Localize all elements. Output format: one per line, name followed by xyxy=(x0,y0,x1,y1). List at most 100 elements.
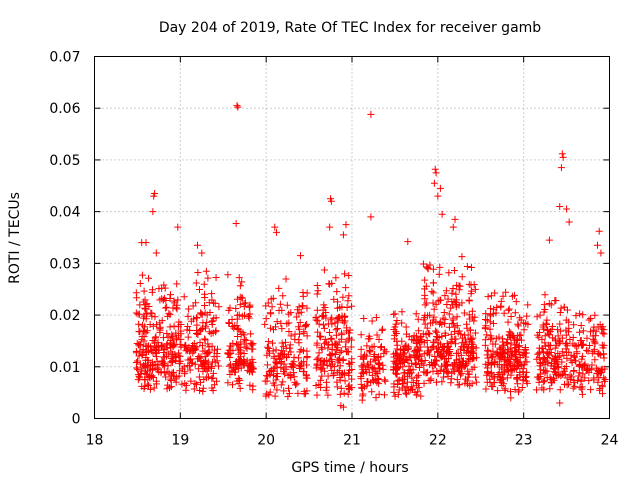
data-point xyxy=(278,306,286,314)
data-point xyxy=(317,343,325,351)
data-point xyxy=(542,357,550,365)
data-point xyxy=(328,335,336,343)
data-point xyxy=(482,385,490,393)
data-point xyxy=(412,361,420,369)
data-point xyxy=(363,342,371,350)
data-point xyxy=(444,361,452,369)
data-point xyxy=(522,377,530,385)
data-point xyxy=(357,331,365,339)
data-point xyxy=(463,360,471,368)
data-point xyxy=(184,312,192,320)
data-point xyxy=(206,348,214,356)
data-point xyxy=(148,286,156,294)
data-point xyxy=(521,374,529,382)
data-point xyxy=(590,347,598,355)
data-point xyxy=(428,362,436,370)
data-point xyxy=(421,320,429,328)
data-point xyxy=(215,303,223,311)
data-point xyxy=(556,386,564,394)
data-point xyxy=(163,340,171,348)
data-point xyxy=(379,325,387,333)
data-point xyxy=(178,365,186,373)
x-axis-label: GPS time / hours xyxy=(291,460,408,476)
data-point xyxy=(504,318,512,326)
data-point xyxy=(593,241,601,249)
data-point xyxy=(412,310,420,318)
data-point xyxy=(368,388,376,396)
data-point xyxy=(321,340,329,348)
data-point xyxy=(507,339,515,347)
data-point xyxy=(225,319,233,327)
data-point xyxy=(327,352,335,360)
data-point xyxy=(320,266,328,274)
data-point xyxy=(214,345,222,353)
data-point xyxy=(345,329,353,337)
data-point xyxy=(436,184,444,192)
data-point xyxy=(556,399,564,407)
data-point xyxy=(175,372,183,380)
data-point xyxy=(161,284,169,292)
data-point xyxy=(158,341,166,349)
data-point xyxy=(182,381,190,389)
data-point xyxy=(208,374,216,382)
data-point xyxy=(442,367,450,375)
data-point xyxy=(240,350,248,358)
data-point xyxy=(317,376,325,384)
data-point xyxy=(301,323,309,331)
data-point xyxy=(429,289,437,297)
data-point xyxy=(329,372,337,380)
data-point xyxy=(348,366,356,374)
data-point xyxy=(390,353,398,361)
data-point xyxy=(200,376,208,384)
data-point xyxy=(163,303,171,311)
data-point xyxy=(369,365,377,373)
data-point xyxy=(170,340,178,348)
data-point xyxy=(552,297,560,305)
data-point xyxy=(443,301,451,309)
data-point xyxy=(229,381,237,389)
data-point xyxy=(472,344,480,352)
data-point xyxy=(577,321,585,329)
y-tick-label: 0.01 xyxy=(49,360,80,376)
data-point xyxy=(373,378,381,386)
data-point xyxy=(358,369,366,377)
data-point xyxy=(506,361,514,369)
data-point xyxy=(512,298,520,306)
data-point xyxy=(241,335,249,343)
data-point xyxy=(460,309,468,317)
data-point xyxy=(400,369,408,377)
data-point xyxy=(426,311,434,319)
data-point xyxy=(461,331,469,339)
data-point xyxy=(136,374,144,382)
data-point xyxy=(319,321,327,329)
data-point xyxy=(448,289,456,297)
data-point xyxy=(538,384,546,392)
data-point xyxy=(546,342,554,350)
data-point xyxy=(543,374,551,382)
data-point xyxy=(413,346,421,354)
data-point xyxy=(315,320,323,328)
data-point xyxy=(226,342,234,350)
y-tick-label: 0.05 xyxy=(49,153,80,169)
data-point xyxy=(515,342,523,350)
data-point xyxy=(439,342,447,350)
data-point xyxy=(575,369,583,377)
data-point xyxy=(491,358,499,366)
data-point xyxy=(494,387,502,395)
data-point xyxy=(455,286,463,294)
data-point xyxy=(139,349,147,357)
data-point xyxy=(514,380,522,388)
data-point xyxy=(239,360,247,368)
data-point xyxy=(407,383,415,391)
data-point xyxy=(587,328,595,336)
data-point xyxy=(263,361,271,369)
y-tick-label: 0.07 xyxy=(49,50,80,66)
data-point xyxy=(148,312,156,320)
x-tick-label: 18 xyxy=(86,433,104,449)
data-point xyxy=(339,403,347,411)
data-point xyxy=(303,289,311,297)
data-point xyxy=(453,313,461,321)
data-point xyxy=(344,390,352,398)
data-point xyxy=(420,368,428,376)
data-point xyxy=(208,358,216,366)
